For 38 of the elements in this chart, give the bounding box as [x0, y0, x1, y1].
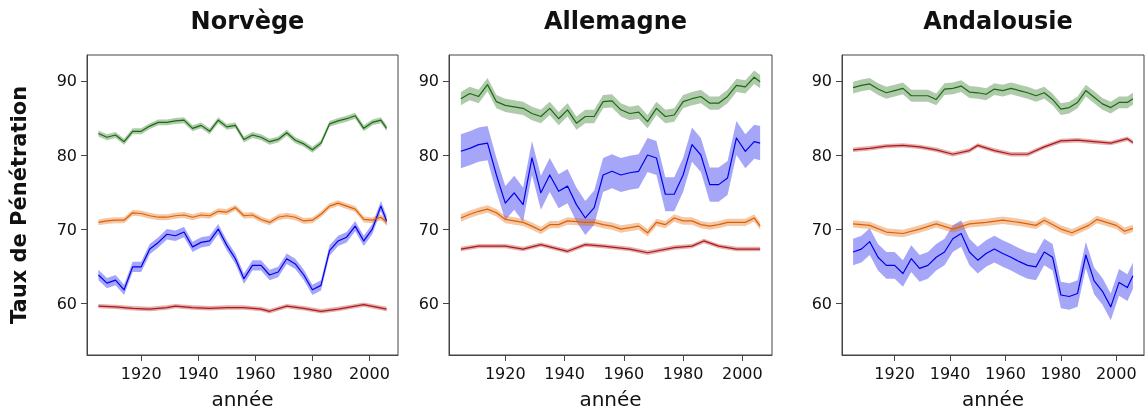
- line-series: [852, 83, 1134, 110]
- x-tick-label: 1980: [292, 363, 333, 383]
- x-tick-label: 1960: [985, 363, 1026, 383]
- x-tick-label: 1980: [662, 363, 704, 383]
- y-tick-label: 60: [811, 293, 832, 313]
- y-tick-label: 70: [56, 219, 77, 239]
- y-tick-label: 90: [418, 71, 439, 91]
- y-tick-label: 80: [811, 145, 832, 165]
- y-tick-label: 80: [418, 145, 439, 165]
- y-tick-label: 60: [418, 293, 439, 313]
- x-tick-label: 2000: [722, 363, 763, 383]
- line-series: [460, 137, 761, 219]
- x-tick-label: 1920: [484, 363, 526, 383]
- y-tick-label: 90: [56, 71, 77, 91]
- x-tick-label: 2000: [349, 363, 390, 383]
- line-series: [852, 232, 1134, 308]
- x-tick-label: 1960: [603, 363, 645, 383]
- y-tick-label: 70: [811, 219, 832, 239]
- y-tick-label: 80: [56, 145, 77, 165]
- x-axis-title: année: [961, 387, 1025, 411]
- x-tick-label: 1920: [120, 363, 162, 383]
- x-axis-title: année: [211, 387, 274, 411]
- chart-title: Norvège: [190, 7, 305, 35]
- chart-title: Allemagne: [543, 7, 688, 35]
- x-tick-label: 2000: [1095, 363, 1137, 383]
- x-tick-label: 1940: [544, 363, 585, 383]
- y-axis-title: Taux de Pénétration: [6, 85, 31, 325]
- x-tick-label: 1920: [874, 363, 915, 383]
- x-tick-label: 1980: [1040, 363, 1082, 383]
- y-tick-label: 60: [56, 293, 77, 313]
- x-tick-label: 1940: [177, 363, 219, 383]
- y-tick-label: 90: [811, 71, 832, 91]
- x-tick-label: 1960: [234, 363, 276, 383]
- chart-title: Andalousie: [923, 7, 1073, 35]
- x-tick-label: 1940: [929, 363, 971, 383]
- line-series: [460, 76, 761, 124]
- x-axis-title: année: [579, 387, 642, 411]
- y-tick-label: 70: [418, 219, 439, 239]
